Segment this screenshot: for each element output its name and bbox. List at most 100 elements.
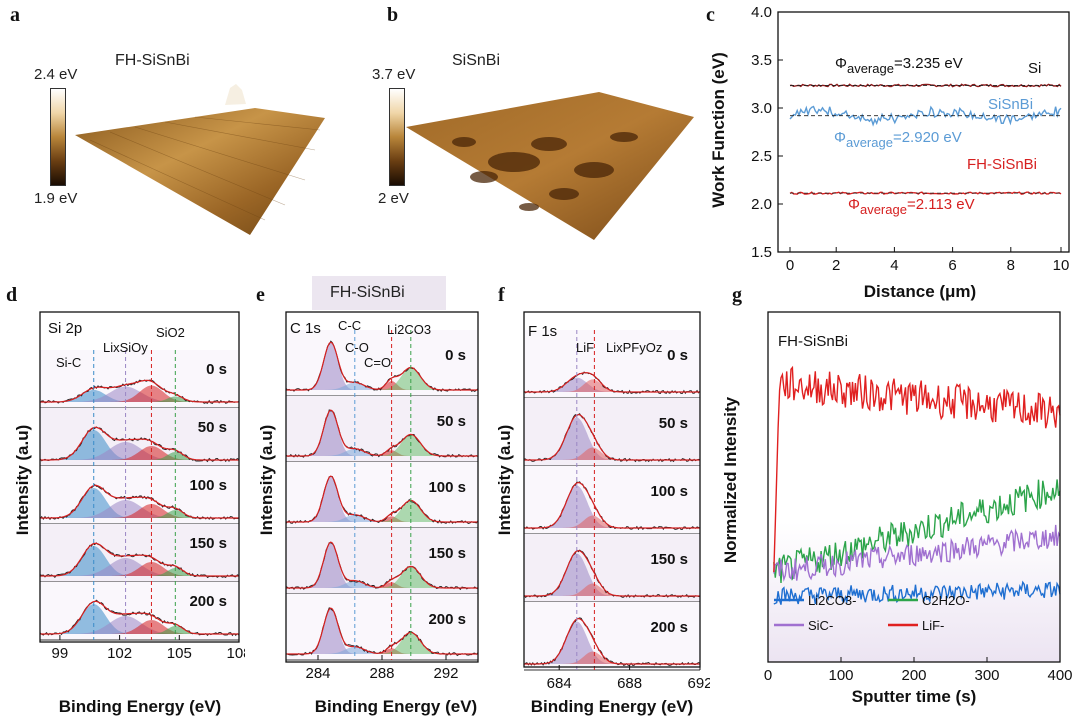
f-peak-0-0 xyxy=(524,377,700,392)
d-xtick-0: 99 xyxy=(52,645,69,662)
e-time-label-4: 200 s xyxy=(428,611,466,628)
chart-c-ylabel: Work Function (eV) xyxy=(709,52,728,208)
e-xtick-2: 292 xyxy=(433,665,458,682)
d-peak-3-2 xyxy=(40,562,239,576)
f-envelope-4 xyxy=(524,617,700,665)
d-peak-4-1 xyxy=(40,616,239,634)
chart-e-peak-label-1: C-O xyxy=(345,340,369,355)
d-time-label-2: 100 s xyxy=(189,477,227,494)
f-envelope-1 xyxy=(524,413,700,461)
chart-g-xtick-0: 0 xyxy=(764,667,772,684)
chart-c-fh-avg-label: Φaverage=2.113 eV xyxy=(848,196,975,217)
f-row-bg-1 xyxy=(524,398,700,466)
chart-c-ytick-2: 2.5 xyxy=(751,148,772,165)
d-peak-0-2 xyxy=(40,385,239,402)
d-peak-3-0 xyxy=(40,546,239,576)
chart-c-ytick-4: 3.5 xyxy=(751,52,772,69)
d-envelope-2 xyxy=(40,484,239,519)
d-xtick-3: 108 xyxy=(226,645,245,662)
chart-d-spectrum-label: Si 2p xyxy=(48,320,82,337)
f-time-label-1: 50 s xyxy=(659,415,688,432)
chart-g-xtick-4: 400 xyxy=(1047,667,1072,684)
d-peak-3-1 xyxy=(40,558,239,576)
chart-g: 0 100 200 300 400 FH-SiSnBi Li2CO3- C2H2O- S… xyxy=(721,311,1073,706)
panel-d-letter: d xyxy=(6,284,18,306)
chart-f-peak-label-0: LiF xyxy=(576,340,594,355)
panel-a-title: FH-SiSnBi xyxy=(115,52,190,69)
d-envelope-3 xyxy=(40,542,239,577)
chart-g-series-2 xyxy=(773,524,1061,582)
f-envelope-0 xyxy=(524,372,700,393)
chart-g-xtick-2: 200 xyxy=(901,667,926,684)
d-peak-2-1 xyxy=(40,500,239,518)
e-xtick-1: 288 xyxy=(369,665,394,682)
d-peak-1-1 xyxy=(40,442,239,460)
d-time-label-4: 200 s xyxy=(189,593,227,610)
chart-g-ylabel: Normalized Intensity xyxy=(721,396,740,563)
chart-c-sisnbi-avg-label: Φaverage=2.920 eV xyxy=(834,129,962,150)
e-envelope-2 xyxy=(286,475,478,523)
chart-f-spectrum-label: F 1s xyxy=(528,323,557,340)
panel-e-header-box xyxy=(312,276,446,310)
chart-f: 0 s 50 s 100 s 150 s 200 s 684 688 692 F 1s Li… xyxy=(495,311,710,716)
chart-c-xtick-1: 2 xyxy=(832,257,840,274)
chart-c-ytick-0: 1.5 xyxy=(751,244,772,261)
f-xtick-2: 692 xyxy=(687,675,710,692)
e-peak-1-0 xyxy=(286,410,478,456)
e-peak-2-0 xyxy=(286,476,478,522)
d-xtick-1: 102 xyxy=(107,645,132,662)
d-time-label-1: 50 s xyxy=(198,419,227,436)
e-time-label-2: 100 s xyxy=(428,479,466,496)
f-row-bg-3 xyxy=(524,534,700,602)
chart-c-sisnbi-series-label: SiSnBi xyxy=(988,96,1033,113)
f-row-bg-0 xyxy=(524,330,700,398)
panel-e-header: FH-SiSnBi xyxy=(330,284,405,301)
chart-d: 0 s 50 s 100 s 150 s 200 s 99 102 105 108 Si 2p… xyxy=(13,311,245,716)
panel-b-title: SiSnBi xyxy=(452,52,501,69)
d-peak-4-0 xyxy=(40,604,239,634)
f-spectrum-0 xyxy=(523,371,701,395)
chart-c-si-avg-label: Φaverage=3.235 eV xyxy=(835,55,963,76)
chart-c-frame xyxy=(777,11,1070,253)
chart-e-xlabel: Binding Energy (eV) xyxy=(315,697,477,716)
e-time-label-0: 0 s xyxy=(445,347,466,364)
panel-c-letter: c xyxy=(706,4,715,26)
e-envelope-4 xyxy=(286,607,478,655)
d-xtick-2: 105 xyxy=(167,645,192,662)
f-xtick-0: 684 xyxy=(547,675,572,692)
f-spectrum-4 xyxy=(523,617,701,666)
panel-b-surface-map xyxy=(406,92,694,240)
f-time-label-3: 150 s xyxy=(650,551,688,568)
chart-g-series-0 xyxy=(773,580,1061,605)
chart-d-peak-label-2: SiO2 xyxy=(156,325,185,340)
chart-c-xtick-0: 0 xyxy=(786,257,794,274)
d-envelope-0 xyxy=(40,379,239,403)
d-peak-2-2 xyxy=(40,504,239,518)
e-time-label-3: 150 s xyxy=(428,545,466,562)
chart-f-ylabel: Intensity (a.u) xyxy=(495,425,514,536)
legend-c2h2o: C2H2O- xyxy=(922,593,970,608)
chart-d-peak-label-0: Si-C xyxy=(56,355,81,370)
d-peak-1-0 xyxy=(40,430,239,460)
chart-e-ylabel: Intensity (a.u) xyxy=(257,425,276,536)
d-peak-0-0 xyxy=(40,389,239,402)
f-envelope-2 xyxy=(524,481,700,529)
d-time-label-3: 150 s xyxy=(189,535,227,552)
legend-li2co3: Li2CO3- xyxy=(808,593,856,608)
chart-f-xlabel: Binding Energy (eV) xyxy=(531,697,693,716)
f-xtick-1: 688 xyxy=(617,675,642,692)
d-peak-2-0 xyxy=(40,488,239,518)
chart-e-spectrum-label: C 1s xyxy=(290,320,321,337)
panel-e-letter: e xyxy=(256,284,265,306)
e-peak-0-0 xyxy=(286,342,478,390)
d-envelope-4 xyxy=(40,600,239,635)
f-peak-3-0 xyxy=(524,553,700,596)
f-envelope-3 xyxy=(524,549,700,597)
chart-c-ytick-5: 4.0 xyxy=(751,4,772,21)
chart-g-xtick-3: 300 xyxy=(974,667,999,684)
panel-b-colorbar xyxy=(389,88,405,186)
e-xtick-0: 284 xyxy=(305,665,330,682)
chart-e-peak-label-2: C=O xyxy=(364,355,391,370)
panel-a-scale-min: 1.9 eV xyxy=(34,190,78,207)
legend-sic: SiC- xyxy=(808,618,833,633)
